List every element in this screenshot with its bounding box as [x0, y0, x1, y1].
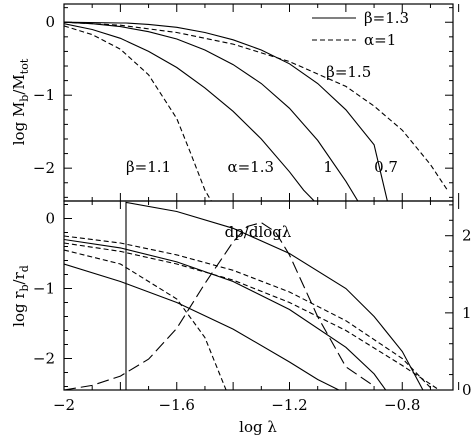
x-tick-label: −1.6 — [159, 396, 195, 414]
x-tick-label: −2 — [53, 396, 75, 414]
y2-tick-label: 1 — [462, 304, 472, 322]
top-panel-curves — [64, 21, 448, 201]
x-axis-label: log λ — [239, 418, 277, 436]
y-tick-label: −1 — [33, 280, 55, 298]
bottom-panel-ticks — [63, 201, 460, 391]
x-tick-label: −1.2 — [271, 396, 307, 414]
top-y-axis-label: log Mb/Mtot — [10, 58, 31, 145]
bottom-curve-6-longdash — [64, 222, 375, 390]
annotation-3: 1 — [323, 158, 333, 176]
bottom-curve-2-solid — [64, 263, 341, 390]
x-tick-label: −0.8 — [384, 396, 420, 414]
y-tick-label: −2 — [33, 159, 55, 177]
annotations: β=1.5 β=1.1 α=1.3 1 0.7 — [126, 63, 398, 176]
bottom-curve-5-dashed — [64, 249, 227, 390]
right-axis-label: dp/dlogλ — [225, 223, 292, 241]
top-curve-2-solid — [64, 23, 315, 201]
bottom-y-axis-label: log rb/rd — [10, 265, 31, 327]
bottom-curve-0-solid — [125, 201, 424, 390]
y2-tick-label: 0 — [462, 381, 472, 399]
annotation-1: β=1.1 — [126, 158, 171, 176]
annotation-2: α=1.3 — [227, 158, 274, 176]
bottom-panel-frame — [63, 200, 454, 391]
bottom-curve-3-dashed — [64, 235, 434, 390]
top-curve-1-solid — [64, 21, 388, 201]
legend-label-beta: β=1.3 — [364, 9, 409, 27]
legend-label-alpha: α=1 — [364, 31, 396, 49]
annotation-4: 0.7 — [374, 158, 398, 176]
legend: β=1.3 α=1 — [312, 9, 409, 49]
annotation-0: β=1.5 — [326, 63, 371, 81]
top-curve-4-dashed — [64, 21, 448, 191]
bottom-curve-1-solid — [64, 238, 387, 390]
bottom-panel-curves — [64, 201, 441, 390]
y-tick-label: −1 — [33, 86, 55, 104]
svg-text:log rb/rd: log rb/rd — [10, 265, 31, 327]
y2-tick-label: 2 — [462, 227, 472, 245]
svg-text:log Mb/Mtot: log Mb/Mtot — [10, 58, 31, 145]
top-panel-ticks — [63, 4, 460, 201]
top-curve-0-solid — [64, 21, 359, 201]
y-tick-label: 0 — [45, 13, 55, 31]
bottom-curve-4-dashed — [64, 242, 441, 390]
tick-labels: 0 −1 −2 0 −1 −2 0 1 2 −2 −1.6 −1.2 −0.8 — [33, 13, 472, 414]
y-tick-label: −2 — [33, 350, 55, 368]
y-tick-label: 0 — [45, 210, 55, 228]
top-curve-3-dashed — [64, 25, 212, 201]
